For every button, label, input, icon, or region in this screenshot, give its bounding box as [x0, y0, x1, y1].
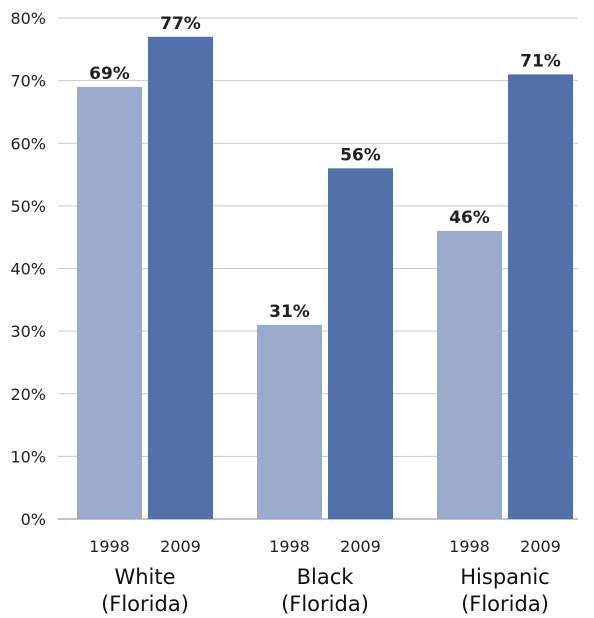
x-tick-label-year: 2009	[340, 537, 381, 556]
group-sublabel: (Florida)	[101, 592, 189, 616]
group-sublabel: (Florida)	[281, 592, 369, 616]
data-label: 69%	[89, 64, 130, 84]
y-tick-label: 10%	[10, 447, 46, 466]
x-tick-label-year: 2009	[160, 537, 201, 556]
bar-black-1998	[257, 324, 322, 519]
y-tick-label: 40%	[10, 260, 46, 279]
bar-black-2009	[328, 168, 393, 520]
y-tick-label: 80%	[10, 9, 46, 28]
bar-white-2009	[148, 36, 213, 519]
y-tick-label: 30%	[10, 322, 46, 341]
y-tick-label: 50%	[10, 197, 46, 216]
x-tick-label-year: 1998	[449, 537, 490, 556]
grid-layer	[58, 17, 578, 520]
data-label: 56%	[340, 145, 381, 165]
bar-hispanic-2009	[508, 74, 573, 520]
y-tick-label: 20%	[10, 385, 46, 404]
x-tick-label-year: 1998	[89, 537, 130, 556]
y-tick-label: 60%	[10, 134, 46, 153]
x-tick-label-year: 2009	[520, 537, 561, 556]
bar-white-1998	[77, 86, 142, 519]
y-tick-label: 0%	[21, 510, 46, 529]
data-label: 77%	[160, 14, 201, 34]
bars-layer	[77, 36, 573, 520]
group-label: Black	[297, 565, 355, 589]
data-label: 46%	[449, 208, 490, 228]
group-sublabel: (Florida)	[461, 592, 549, 616]
group-label: White	[114, 565, 175, 589]
data-label: 31%	[269, 302, 310, 322]
x-tick-label-year: 1998	[269, 537, 310, 556]
y-tick-label: 70%	[10, 72, 46, 91]
group-label: Hispanic	[460, 565, 549, 589]
labels-layer: 0% 10% 20% 30% 40% 50% 60% 70% 80% 69% 1998 77% 2009…	[10, 9, 560, 616]
bar-hispanic-1998	[437, 230, 502, 520]
data-label: 71%	[520, 51, 561, 71]
